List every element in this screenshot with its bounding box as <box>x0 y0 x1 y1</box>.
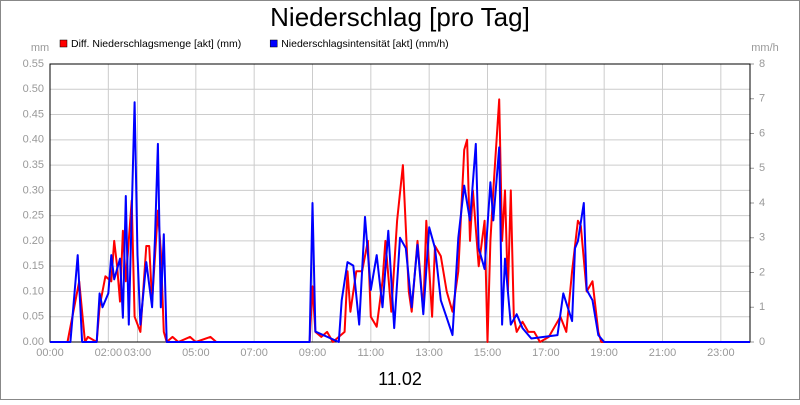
y2-tick-label: 3 <box>759 232 765 244</box>
y2-tick-label: 5 <box>759 162 765 174</box>
y-tick-label: 0.45 <box>23 108 44 120</box>
y-tick-label: 0.25 <box>23 210 44 222</box>
x-tick-label: 19:00 <box>590 347 618 359</box>
y-tick-label: 0.10 <box>23 285 44 297</box>
x-tick-label: 21:00 <box>649 347 677 359</box>
x-tick-label: 11:00 <box>357 347 384 359</box>
x-tick-label: 17:00 <box>532 347 560 359</box>
y-tick-label: 0.35 <box>23 159 44 171</box>
y-tick-label: 0.05 <box>23 311 44 323</box>
legend-label: Niederschlagsintensität [akt] (mm/h) <box>281 38 448 50</box>
y2-tick-label: 0 <box>759 336 765 348</box>
y-axis-label: mm <box>31 42 49 54</box>
x-tick-label: 05:00 <box>182 347 210 359</box>
y-tick-label: 0.15 <box>23 260 44 272</box>
x-tick-label: 07:00 <box>240 347 268 359</box>
x-tick-label: 23:00 <box>707 347 735 359</box>
y2-tick-label: 1 <box>759 301 765 313</box>
y2-tick-label: 4 <box>759 197 765 209</box>
x-tick-label: 13:00 <box>415 347 443 359</box>
y-tick-label: 0.55 <box>23 58 44 70</box>
x-axis-label: 11.02 <box>378 369 422 389</box>
y2-tick-label: 2 <box>759 266 765 278</box>
y2-axis-label: mm/h <box>751 42 779 54</box>
chart-title: Niederschlag [pro Tag] <box>270 2 530 32</box>
legend-swatch <box>269 39 278 48</box>
series-line <box>50 101 750 343</box>
y-tick-label: 0.00 <box>23 336 44 348</box>
legend-label: Diff. Niederschlagsmenge [akt] (mm) <box>71 38 241 50</box>
x-tick-label: 03:00 <box>124 347 152 359</box>
y-tick-label: 0.40 <box>23 134 44 146</box>
y-tick-label: 0.50 <box>23 83 44 95</box>
x-tick-label: 00:00 <box>36 347 64 359</box>
y2-tick-label: 8 <box>759 58 765 70</box>
y2-tick-label: 6 <box>759 127 765 139</box>
y-tick-label: 0.30 <box>23 184 44 196</box>
x-tick-label: 09:00 <box>299 347 327 359</box>
x-tick-label: 15:00 <box>474 347 502 359</box>
x-tick-label: 02:00 <box>95 347 123 359</box>
plot-border <box>49 63 751 343</box>
legend-swatch <box>59 39 68 48</box>
y-tick-label: 0.20 <box>23 235 44 247</box>
y2-tick-label: 7 <box>759 93 765 105</box>
